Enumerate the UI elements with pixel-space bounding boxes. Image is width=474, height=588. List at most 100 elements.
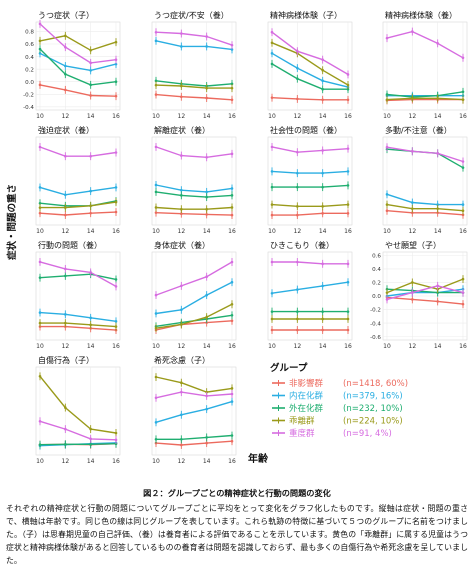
series-line-nonAff <box>386 98 463 102</box>
data-point-dissoc <box>270 203 274 206</box>
data-point-nonAff <box>436 300 439 303</box>
data-point-severe <box>270 30 274 34</box>
legend-name: 外在化群 <box>289 403 324 414</box>
series-line-internal <box>155 281 233 315</box>
series-line-severe <box>386 30 464 59</box>
panel: 10 12 14 16 自傷行為（子） <box>35 355 121 465</box>
data-point-dissoc <box>346 317 350 321</box>
data-point-dissoc <box>64 206 67 209</box>
panel-title: 社会性の問題（養） <box>270 125 342 135</box>
data-point-dissoc <box>114 325 118 328</box>
data-point-severe <box>114 285 118 288</box>
data-point-nonAff <box>321 212 324 215</box>
data-point-dissoc <box>205 86 208 90</box>
data-point-severe <box>230 260 234 264</box>
data-point-nonAff <box>296 97 299 101</box>
panel-frame <box>35 136 121 226</box>
panel: -0.6 -0.4 -0.2 0.0 0.2 0.4 0.6 10 12 14 16 やせ願望（子） <box>370 240 468 350</box>
x-tick-label: 12 <box>178 228 186 235</box>
data-point-internal <box>230 280 234 284</box>
data-point-nonAff <box>89 211 92 215</box>
data-point-nonAff <box>180 212 183 216</box>
data-point-external <box>154 438 158 441</box>
data-point-severe <box>321 149 324 152</box>
data-point-severe <box>411 291 414 294</box>
panel-title: ひきこもり（養） <box>270 240 334 250</box>
data-point-severe <box>154 145 158 149</box>
y-tick-label: 0.0 <box>25 80 34 86</box>
series-line-internal <box>39 311 117 322</box>
x-tick-label: 14 <box>87 228 95 235</box>
data-point-external <box>346 310 350 313</box>
legend: グループ 非影響群 (n=1418, 60%) 内在化群 (n=379, 16%) 外在… <box>270 362 408 439</box>
x-tick-label: 16 <box>228 113 236 120</box>
data-point-nonAff <box>154 93 158 96</box>
x-tick-label: 16 <box>344 113 352 120</box>
series-line-dissoc <box>271 203 349 208</box>
x-tick-label: 10 <box>383 343 391 350</box>
data-point-external <box>346 184 350 187</box>
series-line-nonAff <box>386 210 464 216</box>
data-point-nonAff <box>436 211 439 215</box>
x-tick-label: 16 <box>459 228 467 235</box>
data-point-external <box>385 93 389 96</box>
data-point-severe <box>436 284 439 288</box>
x-tick-label: 16 <box>459 343 467 350</box>
panel: 10 12 14 16 精神病様体験（子） <box>267 10 353 120</box>
panel-frame <box>267 21 353 111</box>
data-point-internal <box>154 312 158 315</box>
series-line-nonAff <box>39 84 117 97</box>
series-line-severe <box>386 285 464 301</box>
series-line-severe <box>271 31 349 76</box>
y-tick-label: 0.0 <box>372 294 381 300</box>
data-point-severe <box>180 32 183 35</box>
data-point-severe <box>38 419 42 423</box>
series-line-external <box>271 63 348 90</box>
data-point-dissoc <box>64 321 67 325</box>
panel-frame <box>151 366 237 456</box>
data-point-internal <box>89 69 92 72</box>
x-tick-label: 10 <box>152 228 160 235</box>
data-point-internal <box>154 183 158 187</box>
data-point-external <box>180 438 183 441</box>
data-point-dissoc <box>180 207 183 211</box>
series-line-dissoc <box>386 278 464 294</box>
data-point-internal <box>321 284 324 288</box>
data-point-nonAff <box>205 441 208 445</box>
x-tick-label: 12 <box>409 113 417 120</box>
data-point-severe <box>89 154 92 158</box>
panel-frame <box>267 251 353 341</box>
data-point-nonAff <box>270 96 274 99</box>
data-point-nonAff <box>270 213 274 217</box>
x-tick-label: 16 <box>112 343 120 350</box>
series-line-severe <box>155 261 233 296</box>
data-point-internal <box>64 64 67 68</box>
data-point-severe <box>154 30 158 34</box>
x-tick-label: 12 <box>62 343 70 350</box>
data-point-external <box>321 87 324 91</box>
data-point-nonAff <box>64 213 67 217</box>
data-point-internal <box>154 421 158 424</box>
series-line-nonAff <box>40 325 117 331</box>
data-point-internal <box>436 203 439 206</box>
x-tick-label: 16 <box>228 228 236 235</box>
x-tick-label: 10 <box>383 113 391 120</box>
series-line-dissoc <box>271 42 349 86</box>
panel-title: 精神病様体験（子） <box>270 10 342 20</box>
data-point-external <box>461 166 465 169</box>
series-line-dissoc <box>39 35 117 52</box>
data-point-nonAff <box>230 213 234 217</box>
data-point-external <box>114 278 118 281</box>
data-point-nonAff <box>346 98 350 102</box>
caption-body: それぞれの精神症状と行動の問題についてグループごとに平均をとって変化をグラフ化し… <box>6 504 468 565</box>
data-point-external <box>270 185 274 189</box>
legend-title: グループ <box>270 362 308 374</box>
data-point-dissoc <box>205 315 208 319</box>
panel-frame <box>267 136 353 226</box>
data-point-internal <box>346 280 350 284</box>
data-point-dissoc <box>230 86 234 90</box>
legend-name: 重度群 <box>289 428 315 439</box>
data-point-severe <box>436 152 439 155</box>
data-point-external <box>154 79 158 83</box>
data-point-internal <box>205 190 208 194</box>
